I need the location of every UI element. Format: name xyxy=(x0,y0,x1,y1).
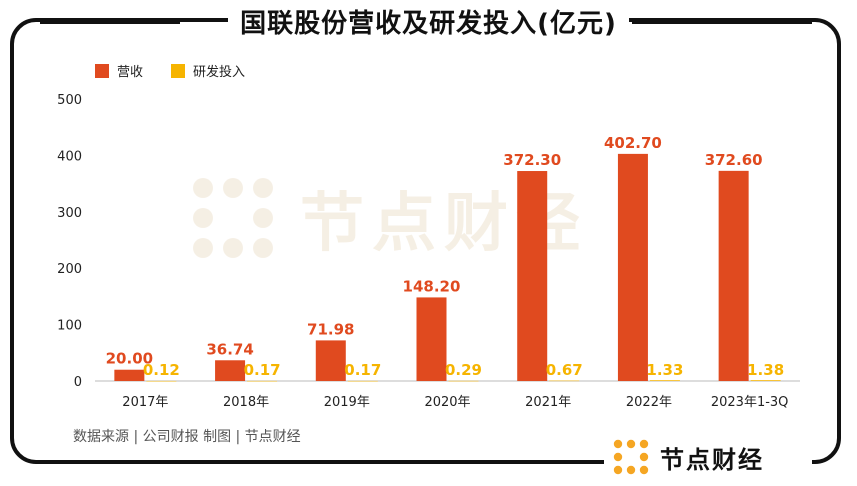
data-label-rd-4: 0.67 xyxy=(546,361,583,379)
data-label-rd-2: 0.17 xyxy=(344,361,381,379)
bar-rd-5 xyxy=(649,380,680,381)
x-tick-label-1: 2018年 xyxy=(223,395,269,410)
data-label-rd-6: 1.38 xyxy=(747,361,784,379)
bar-rd-1 xyxy=(247,380,278,382)
chart-title-text: 国联股份营收及研发投入(亿元) xyxy=(228,9,629,39)
data-label-revenue-0: 20.00 xyxy=(106,350,153,368)
data-label-revenue-2: 71.98 xyxy=(307,320,354,338)
title-line-left xyxy=(40,20,180,24)
bar-revenue-1 xyxy=(215,360,246,381)
chart-title: 国联股份营收及研发投入(亿元) xyxy=(0,3,857,40)
data-label-revenue-1: 36.74 xyxy=(206,340,253,358)
legend-swatch-rd xyxy=(171,63,186,78)
data-label-revenue-5: 402.70 xyxy=(604,134,662,152)
x-tick-label-2: 2019年 xyxy=(324,395,370,410)
data-label-rd-1: 0.17 xyxy=(244,361,281,379)
bar-revenue-6 xyxy=(718,170,749,381)
brand-text: 节点财经 xyxy=(660,445,764,474)
legend: 营收 研发投入 xyxy=(95,61,245,80)
y-tick-label-0: 0 xyxy=(74,375,82,390)
y-tick-label-5: 500 xyxy=(57,93,82,108)
y-tick-label-2: 200 xyxy=(57,262,82,277)
source-note: 数据来源 | 公司财报 制图 | 节点财经 xyxy=(73,429,301,445)
x-tick-label-5: 2022年 xyxy=(626,395,672,410)
legend-label-revenue: 营收 xyxy=(117,65,144,80)
bar-revenue-4 xyxy=(517,171,548,381)
bar-rd-4 xyxy=(549,380,580,382)
x-tick-label-0: 2017年 xyxy=(122,395,168,410)
bar-rd-2 xyxy=(347,380,378,382)
data-label-rd-3: 0.29 xyxy=(445,361,482,379)
y-tick-label-3: 300 xyxy=(57,206,82,221)
bar-rd-0 xyxy=(146,380,177,382)
legend-swatch-revenue xyxy=(95,63,109,78)
y-tick-label-1: 100 xyxy=(57,319,82,334)
data-label-revenue-4: 372.30 xyxy=(503,151,561,169)
brand-logo: 节点财经 xyxy=(604,432,812,482)
brand-dots-icon xyxy=(613,439,649,475)
bar-rd-3 xyxy=(448,380,479,382)
legend-item-rd: 研发投入 xyxy=(171,61,245,80)
bar-revenue-3 xyxy=(416,297,447,381)
data-label-revenue-3: 148.20 xyxy=(403,277,461,295)
y-tick-label-4: 400 xyxy=(57,149,82,164)
data-label-revenue-6: 372.60 xyxy=(705,151,763,169)
legend-label-rd: 研发投入 xyxy=(193,65,246,80)
bar-revenue-0 xyxy=(114,369,145,381)
data-label-rd-5: 1.33 xyxy=(646,361,683,379)
x-tick-label-4: 2021年 xyxy=(525,395,571,410)
bar-rd-6 xyxy=(750,380,781,381)
x-tick-label-3: 2020年 xyxy=(424,395,470,410)
legend-item-revenue: 营收 xyxy=(95,61,143,80)
x-tick-label-6: 2023年1-3Q xyxy=(711,395,789,410)
bar-revenue-2 xyxy=(315,340,346,381)
data-label-rd-0: 0.12 xyxy=(143,361,180,379)
title-line-right xyxy=(632,20,812,24)
bar-revenue-5 xyxy=(617,153,648,381)
